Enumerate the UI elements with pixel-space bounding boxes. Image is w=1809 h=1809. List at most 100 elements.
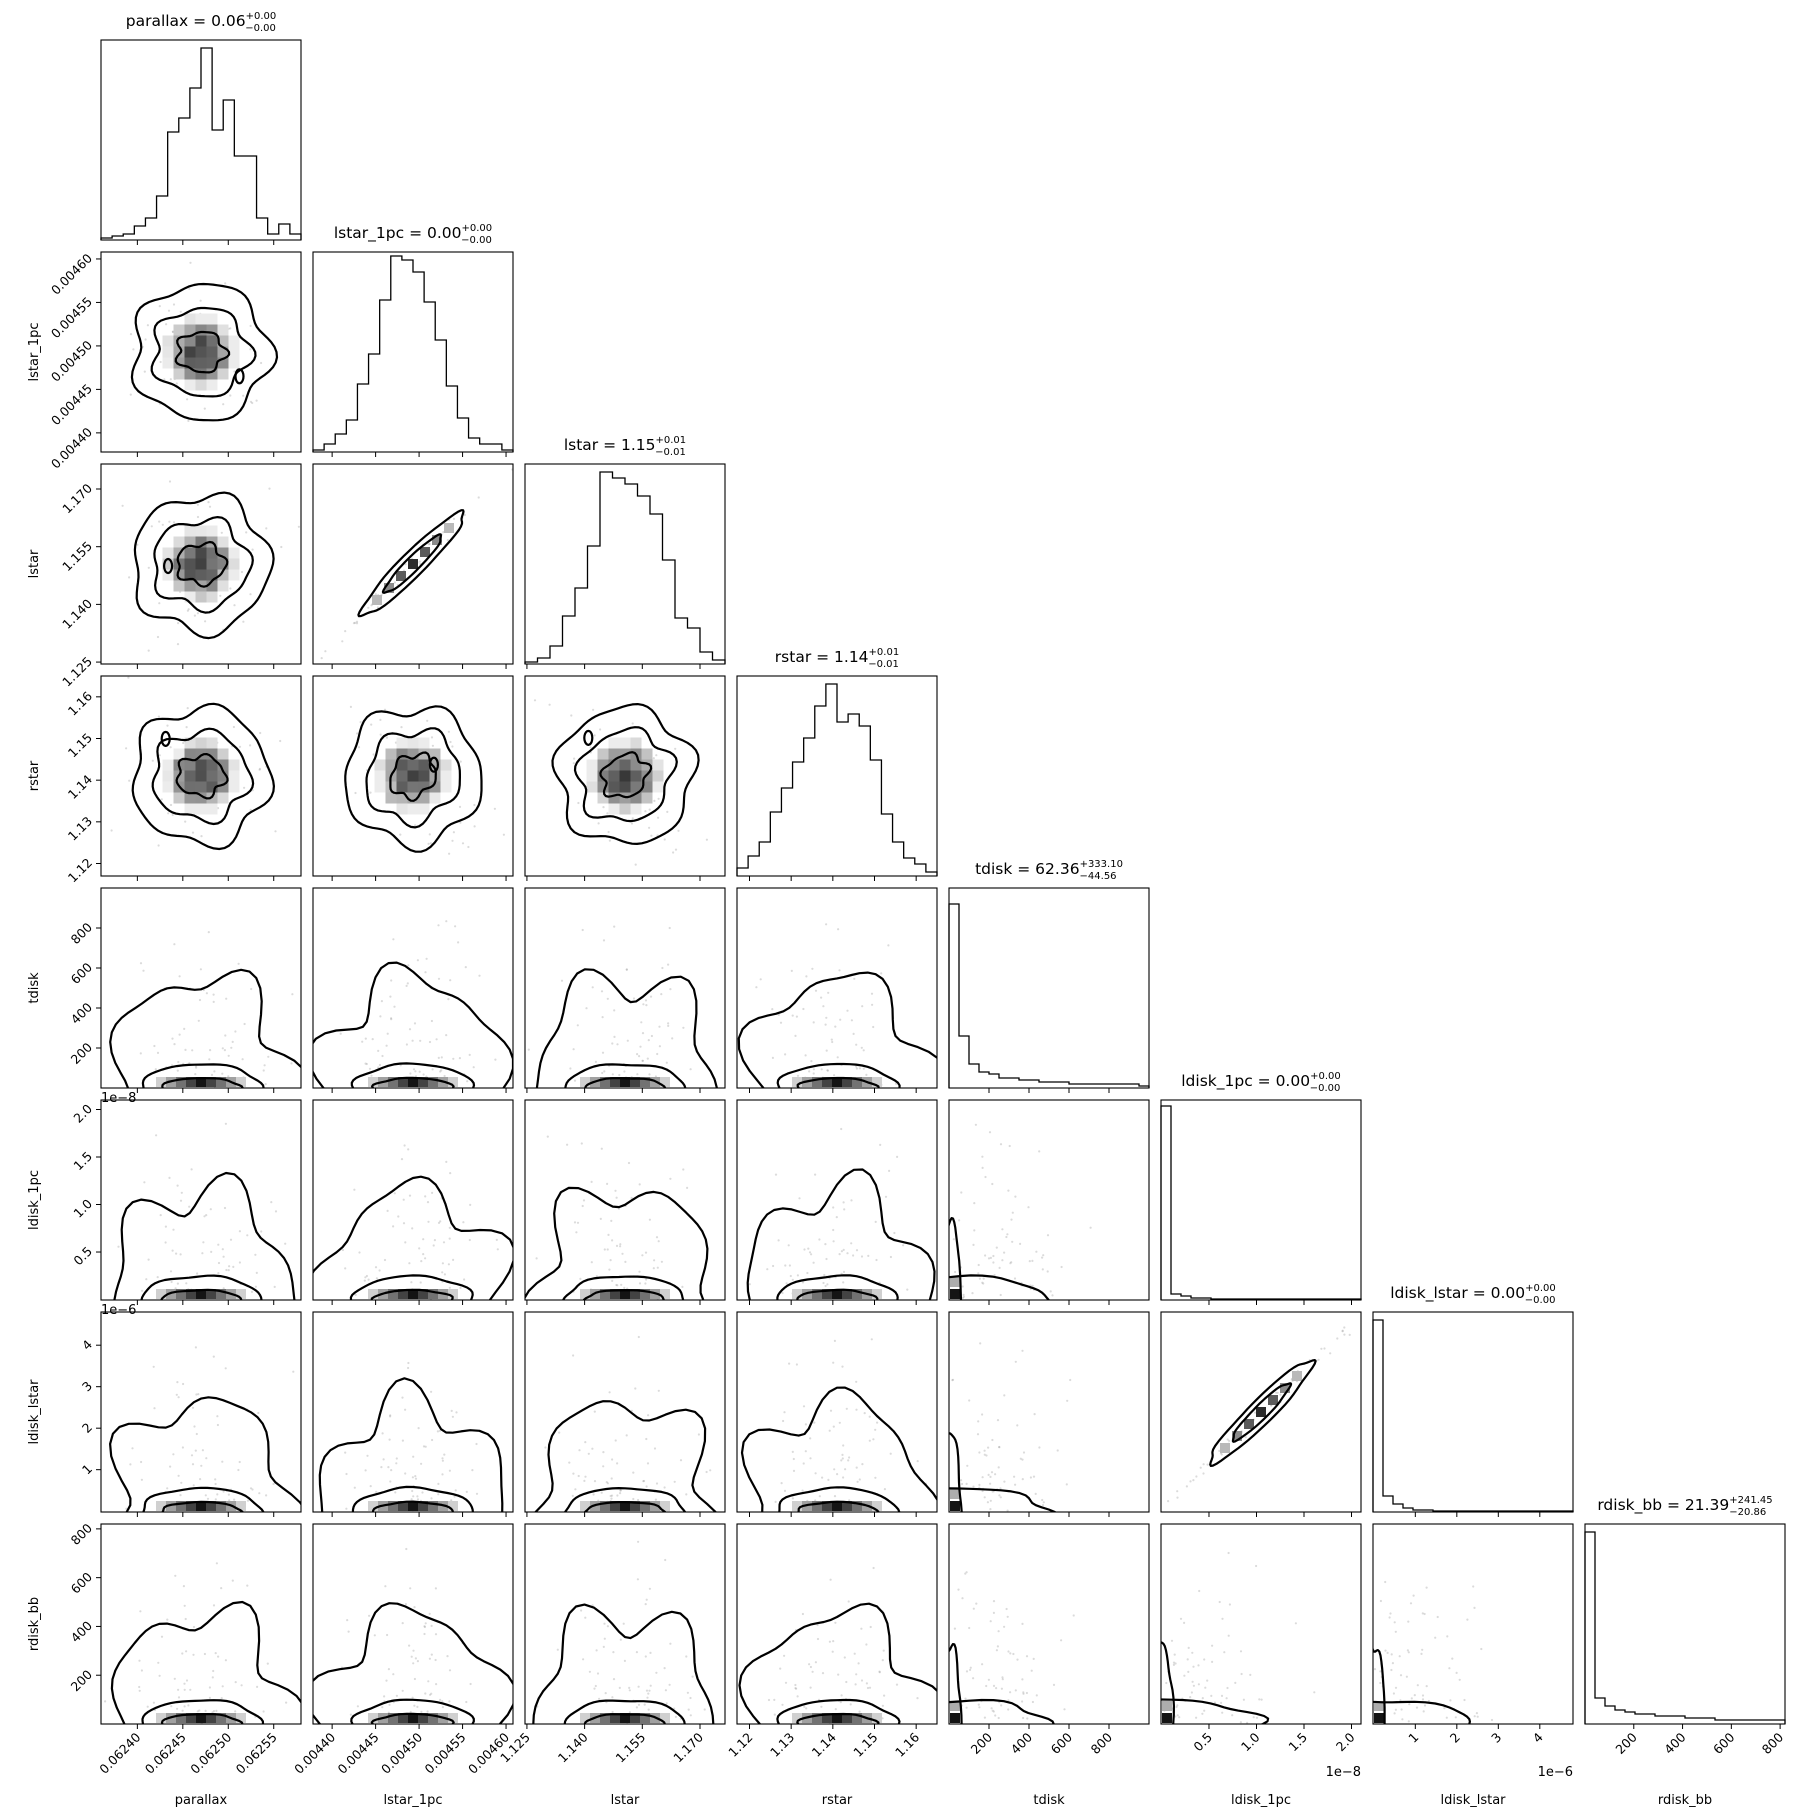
sample-point xyxy=(416,959,419,962)
sample-point xyxy=(655,1482,659,1485)
sample-point xyxy=(355,622,359,625)
sample-point xyxy=(627,1161,631,1165)
sample-point xyxy=(602,1465,605,1468)
sample-point xyxy=(1336,1337,1339,1340)
sample-point xyxy=(607,830,610,834)
sample-point xyxy=(371,1038,374,1041)
xtick-label: 0.00450 xyxy=(378,1729,425,1776)
panel-frame xyxy=(524,1523,726,1725)
sample-point xyxy=(645,1689,649,1692)
sample-point xyxy=(140,1478,143,1481)
sample-point xyxy=(463,513,466,517)
sample-point xyxy=(883,1488,887,1491)
density-cell xyxy=(408,1501,418,1511)
sample-point xyxy=(168,480,172,483)
contour-mid xyxy=(365,727,461,829)
sample-point xyxy=(1392,1692,1395,1695)
sample-point xyxy=(255,399,258,402)
ytick-label: 0.00440 xyxy=(48,424,95,471)
sample-point xyxy=(842,1444,845,1447)
sample-point xyxy=(401,1622,404,1625)
contour-inner xyxy=(562,1275,685,1300)
sample-point xyxy=(266,1662,269,1665)
sample-point xyxy=(411,1039,414,1042)
sample-point xyxy=(405,1043,408,1046)
sample-point xyxy=(814,1661,818,1664)
sample-point xyxy=(1003,1480,1006,1483)
density-cell xyxy=(195,536,207,548)
density-cell xyxy=(156,1077,166,1087)
sample-point xyxy=(875,1258,878,1262)
xtick-label: 200 xyxy=(968,1729,996,1757)
sample-point xyxy=(409,1072,412,1075)
sample-point xyxy=(437,924,440,927)
sample-point xyxy=(686,1186,689,1189)
sample-point xyxy=(686,1691,690,1694)
panel-rstar-tdisk xyxy=(736,887,938,1093)
sample-point xyxy=(807,1247,810,1250)
sample-point xyxy=(577,1474,580,1478)
sample-point xyxy=(611,1458,614,1461)
density-cell xyxy=(428,1289,438,1299)
contour-outer xyxy=(130,282,279,422)
xtick-label: 600 xyxy=(1048,1729,1076,1757)
sample-point xyxy=(110,829,113,832)
sample-point xyxy=(199,299,202,302)
sample-point xyxy=(168,520,171,523)
density-cell xyxy=(448,1501,458,1511)
sample-point xyxy=(650,834,653,837)
sample-point xyxy=(850,1242,853,1245)
density-cell xyxy=(173,335,185,347)
sample-point xyxy=(572,1472,575,1475)
density-cell xyxy=(408,1289,418,1299)
sample-point xyxy=(614,1439,617,1442)
sample-point xyxy=(410,1655,413,1658)
sample-point xyxy=(852,1032,855,1035)
sample-point xyxy=(156,1276,159,1279)
sample-point xyxy=(1187,1646,1190,1649)
contour-island xyxy=(428,756,439,773)
sample-point xyxy=(863,1412,866,1415)
sample-point xyxy=(341,1248,344,1252)
sample-point xyxy=(262,1710,265,1713)
sample-point xyxy=(998,1446,1001,1449)
sample-point xyxy=(146,324,149,327)
sample-point xyxy=(140,1669,143,1672)
sample-point xyxy=(372,753,375,756)
sample-point xyxy=(619,1489,622,1492)
sample-point xyxy=(196,612,199,615)
contour-inner xyxy=(776,1274,899,1300)
sample-point xyxy=(161,523,164,526)
sample-point xyxy=(1027,1206,1030,1209)
sample-point xyxy=(159,360,162,364)
density-cell xyxy=(610,1501,620,1511)
density-cell xyxy=(408,559,418,569)
density-cell xyxy=(398,1289,408,1299)
sample-point xyxy=(832,1228,835,1232)
sample-point xyxy=(427,543,430,546)
sample-point xyxy=(1001,1228,1004,1231)
sample-point xyxy=(434,1658,437,1662)
sample-point xyxy=(1228,1603,1231,1606)
sample-point xyxy=(840,1459,843,1462)
sample-point xyxy=(138,1659,141,1662)
sample-point xyxy=(865,1643,868,1646)
sample-point xyxy=(1384,1649,1387,1652)
density-cell xyxy=(608,803,620,815)
density-cell xyxy=(195,558,207,570)
sample-point xyxy=(783,1411,786,1414)
sample-point xyxy=(646,1057,649,1060)
panel-frame xyxy=(524,675,726,877)
sample-point xyxy=(214,1498,217,1501)
sample-point xyxy=(176,1707,179,1710)
sample-point xyxy=(209,1049,212,1052)
panel-frame xyxy=(524,1099,726,1301)
sample-point xyxy=(595,1275,598,1278)
xtick-label: 1.12 xyxy=(725,1730,755,1760)
ylabel: tdisk xyxy=(27,972,42,1004)
sample-point xyxy=(445,1160,448,1163)
sample-point xyxy=(1191,1651,1194,1654)
xtick-label: 0.00445 xyxy=(335,1730,382,1777)
sample-point xyxy=(184,1617,187,1621)
sample-point xyxy=(1198,1589,1201,1593)
